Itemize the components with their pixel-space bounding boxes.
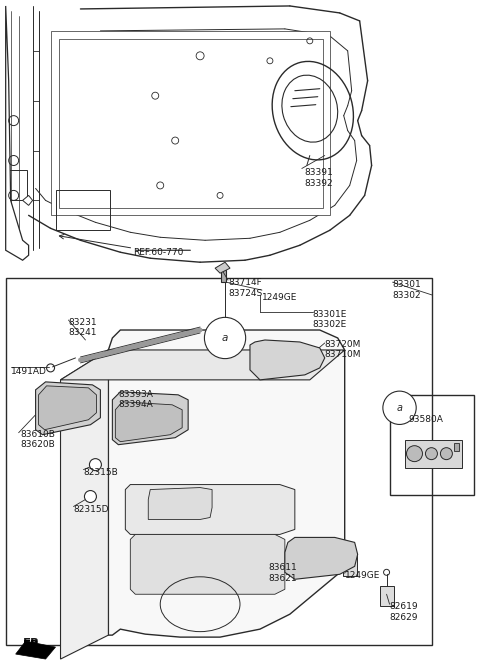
Text: 83231
83241: 83231 83241 bbox=[69, 318, 97, 338]
Polygon shape bbox=[6, 6, 29, 260]
Polygon shape bbox=[285, 537, 358, 580]
Text: 82619
82629: 82619 82629 bbox=[390, 602, 418, 622]
Polygon shape bbox=[38, 386, 96, 429]
Circle shape bbox=[255, 357, 265, 367]
Text: FR.: FR. bbox=[23, 637, 45, 650]
Circle shape bbox=[84, 490, 96, 502]
Bar bbox=[390, 395, 474, 494]
Text: 1249GE: 1249GE bbox=[345, 572, 380, 580]
Circle shape bbox=[407, 446, 422, 462]
Polygon shape bbox=[23, 196, 33, 206]
Polygon shape bbox=[148, 488, 212, 519]
Circle shape bbox=[321, 552, 329, 560]
Text: FR.: FR. bbox=[23, 639, 45, 652]
Bar bbox=[221, 270, 226, 282]
Polygon shape bbox=[112, 392, 188, 445]
Text: 83610B
83620B: 83610B 83620B bbox=[21, 429, 56, 449]
Text: 83391
83392: 83391 83392 bbox=[305, 168, 334, 188]
Text: 83393A
83394A: 83393A 83394A bbox=[119, 390, 153, 409]
Bar bbox=[9, 170, 26, 200]
Text: 82315B: 82315B bbox=[84, 468, 118, 476]
Polygon shape bbox=[125, 484, 295, 535]
Bar bbox=[455, 443, 459, 451]
Bar bbox=[343, 554, 357, 576]
Bar bbox=[6, 278, 432, 645]
Text: REF.60-770: REF.60-770 bbox=[133, 249, 184, 257]
Text: 1249GE: 1249GE bbox=[262, 293, 297, 302]
Polygon shape bbox=[16, 641, 56, 659]
Text: a: a bbox=[222, 333, 228, 343]
Circle shape bbox=[425, 448, 437, 460]
Polygon shape bbox=[108, 330, 345, 637]
Polygon shape bbox=[60, 350, 345, 380]
Circle shape bbox=[301, 555, 309, 563]
Text: 1491AD: 1491AD bbox=[11, 367, 47, 376]
Polygon shape bbox=[130, 535, 285, 594]
Bar bbox=[380, 586, 394, 606]
Circle shape bbox=[274, 354, 282, 362]
Bar bbox=[405, 440, 462, 468]
Circle shape bbox=[441, 448, 452, 460]
Text: 83301E
83302E: 83301E 83302E bbox=[313, 310, 347, 330]
Polygon shape bbox=[115, 402, 182, 442]
Text: 83720M
83710M: 83720M 83710M bbox=[325, 340, 361, 359]
Text: 93580A: 93580A bbox=[408, 415, 444, 423]
Circle shape bbox=[89, 459, 101, 470]
Polygon shape bbox=[215, 262, 230, 273]
Bar bbox=[59, 39, 323, 208]
Text: 83714F
83724S: 83714F 83724S bbox=[228, 278, 262, 297]
Bar bbox=[50, 31, 330, 215]
Bar bbox=[56, 190, 110, 230]
Text: 82315D: 82315D bbox=[73, 505, 109, 513]
Text: 83301
83302: 83301 83302 bbox=[393, 280, 421, 299]
Text: 83611
83621: 83611 83621 bbox=[268, 563, 297, 583]
Polygon shape bbox=[60, 350, 108, 659]
Polygon shape bbox=[36, 382, 100, 435]
Text: a: a bbox=[396, 403, 403, 413]
Polygon shape bbox=[250, 340, 325, 380]
